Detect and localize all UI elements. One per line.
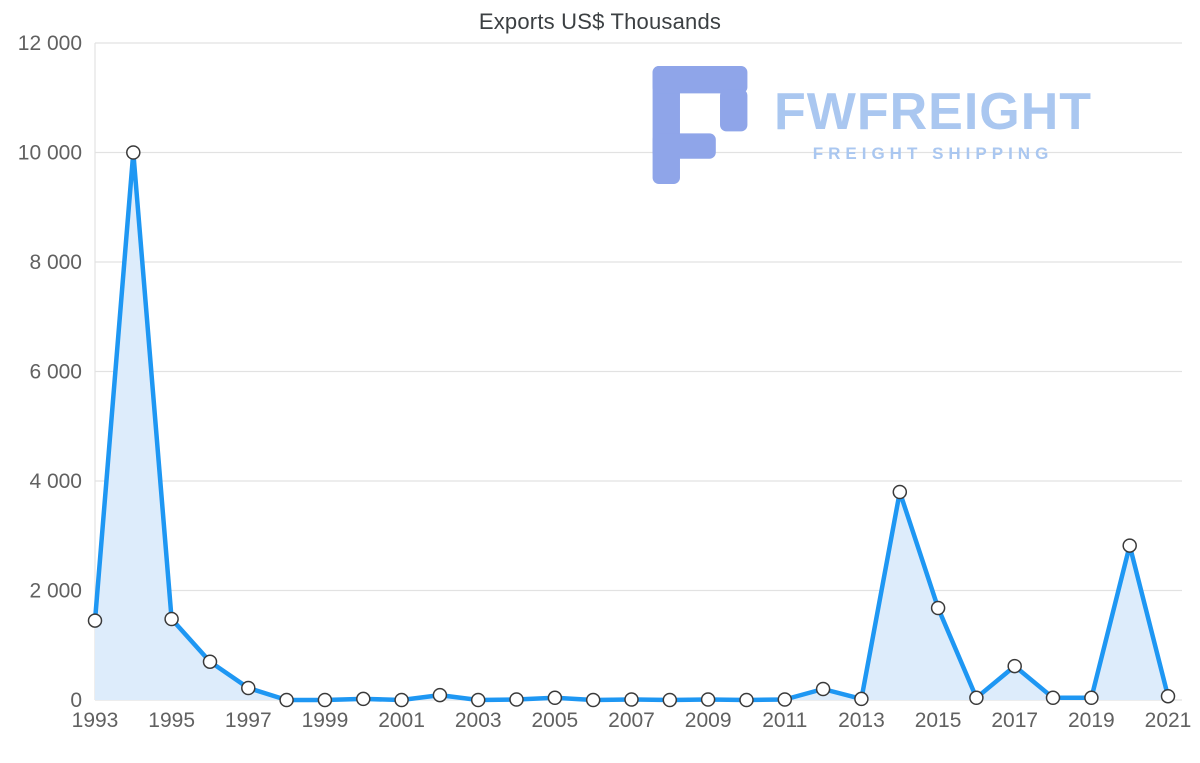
chart-title: Exports US$ Thousands [478, 9, 722, 34]
svg-text:2005: 2005 [531, 709, 578, 732]
svg-text:1995: 1995 [148, 709, 195, 732]
svg-text:0: 0 [70, 689, 82, 712]
svg-text:1997: 1997 [225, 709, 272, 732]
svg-text:2007: 2007 [608, 709, 655, 732]
svg-text:2003: 2003 [455, 709, 502, 732]
svg-text:2011: 2011 [762, 709, 807, 732]
svg-text:8 000: 8 000 [29, 251, 82, 274]
svg-text:2013: 2013 [838, 709, 885, 732]
svg-text:6 000: 6 000 [29, 361, 82, 384]
svg-text:2019: 2019 [1068, 709, 1115, 732]
svg-text:10 000: 10 000 [18, 142, 82, 165]
svg-text:12 000: 12 000 [18, 32, 82, 55]
svg-text:4 000: 4 000 [29, 470, 82, 493]
svg-text:2015: 2015 [915, 709, 962, 732]
svg-text:2017: 2017 [991, 709, 1038, 732]
svg-text:2009: 2009 [685, 709, 732, 732]
svg-text:2021: 2021 [1145, 709, 1192, 732]
svg-text:1999: 1999 [302, 709, 349, 732]
svg-text:1993: 1993 [72, 709, 119, 732]
svg-text:2001: 2001 [378, 709, 425, 732]
svg-text:2 000: 2 000 [29, 580, 82, 603]
